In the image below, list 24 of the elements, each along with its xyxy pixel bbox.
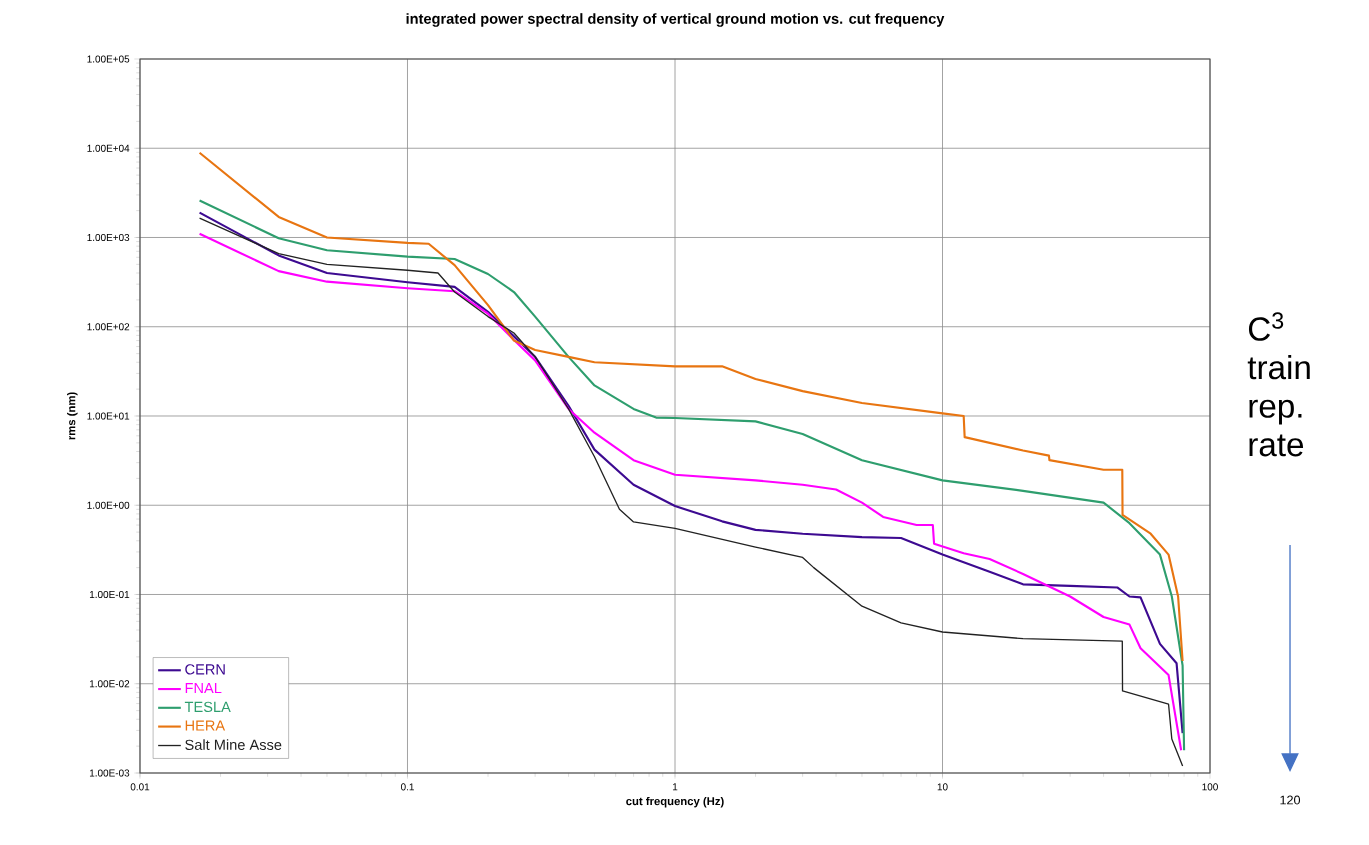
chart-title: integrated power spectral density of vertical ground motion vs. cut frequency	[406, 13, 945, 27]
legend-label: HERA	[185, 720, 226, 731]
legend-label: Salt Mine Asse	[185, 739, 282, 750]
text: C$^{3}$ train rep. rate	[1247, 312, 1310, 457]
y-tick-label: 1.00E+02	[87, 323, 130, 331]
legend-label: FNAL	[185, 683, 222, 694]
y-tick-label: 1.00E+03	[87, 233, 130, 242]
y-tick-label: 1.00E+01	[87, 412, 130, 420]
legend-label: TESLA	[184, 701, 231, 713]
x-tick-label: 10	[937, 783, 948, 791]
y-tick-label: 1.00E-02	[89, 680, 130, 688]
x-tick-label: 1	[672, 783, 678, 791]
y-axis-title: rms (nm)	[67, 392, 78, 440]
x-tick-label: 0.01	[130, 783, 150, 791]
y-tick-label: 1.00E+05	[87, 55, 130, 63]
x-tick-label: 0.1	[400, 783, 414, 791]
text: 120	[1280, 795, 1301, 805]
y-tick-label: 1.00E+04	[87, 144, 130, 152]
x-tick-label: 100	[1202, 783, 1218, 791]
y-tick-label: 1.00E-01	[89, 590, 130, 599]
y-tick-label: 1.00E-03	[89, 769, 130, 777]
legend-label: CERN	[185, 664, 225, 675]
y-tick-label: 1.00E+00	[87, 501, 130, 509]
x-axis-title: cut frequency (Hz)	[626, 796, 724, 808]
